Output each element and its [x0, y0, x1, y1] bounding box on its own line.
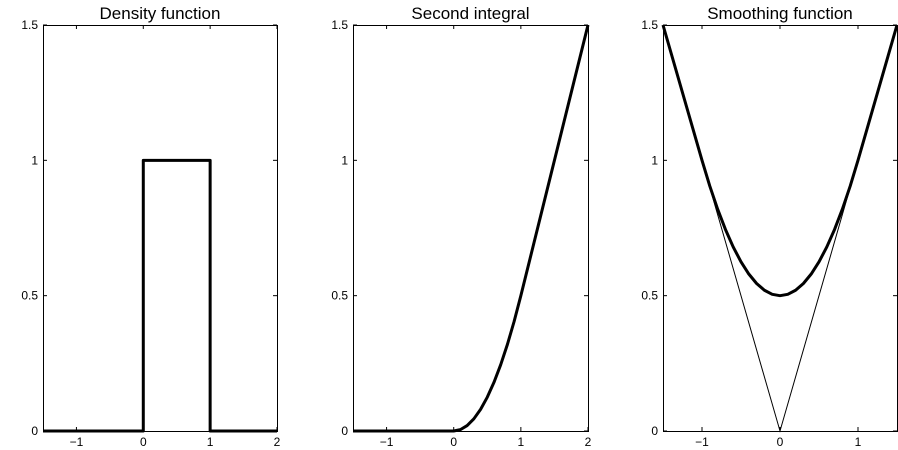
- x-tick-label: 1: [855, 435, 862, 449]
- series-line-2: [661, 24, 898, 298]
- x-tick-label: 1: [207, 435, 214, 449]
- x-tick-label: −1: [695, 435, 709, 449]
- axes-frame: [43, 25, 278, 432]
- x-tick-label: 2: [585, 435, 592, 449]
- y-tick-label: 0.5: [21, 289, 38, 303]
- x-tick-label: 0: [140, 435, 147, 449]
- series-line-1: [43, 158, 277, 433]
- y-tick-label: 0.5: [641, 289, 658, 303]
- y-tick-label: 1.5: [21, 18, 38, 32]
- y-tick-label: 0: [341, 424, 348, 438]
- chart-panel-2: Second integral −1 0 1 2 0 0.5 1 1.5: [331, 4, 591, 449]
- chart-panel-3: Smoothing function −1 0 1 0 0.5 1 1.5: [641, 4, 898, 449]
- chart-panel-1: Density function −1 0 1 2 0 0.5 1 1.5: [21, 4, 280, 449]
- axes-frame: [353, 25, 589, 432]
- y-tick-label: 1: [341, 153, 348, 167]
- series-line-1: [353, 24, 590, 433]
- x-tick-label: 0: [777, 435, 784, 449]
- x-tick-label: −1: [380, 435, 394, 449]
- series-line-1: [662, 24, 898, 433]
- y-tick-label: 1: [31, 153, 38, 167]
- chart-title: Second integral: [411, 4, 529, 23]
- y-tick-label: 1.5: [641, 18, 658, 32]
- y-tick-label: 0.5: [331, 289, 348, 303]
- x-tick-label: 1: [518, 435, 525, 449]
- y-tick-label: 1.5: [331, 18, 348, 32]
- axes-frame: [663, 25, 898, 432]
- x-tick-label: −1: [70, 435, 84, 449]
- chart-title: Smoothing function: [707, 4, 853, 23]
- chart-title: Density function: [100, 4, 221, 23]
- x-tick-label: 0: [450, 435, 457, 449]
- x-tick-label: 2: [274, 435, 281, 449]
- y-tick-label: 0: [31, 424, 38, 438]
- y-tick-label: 1: [651, 153, 658, 167]
- y-tick-label: 0: [651, 424, 658, 438]
